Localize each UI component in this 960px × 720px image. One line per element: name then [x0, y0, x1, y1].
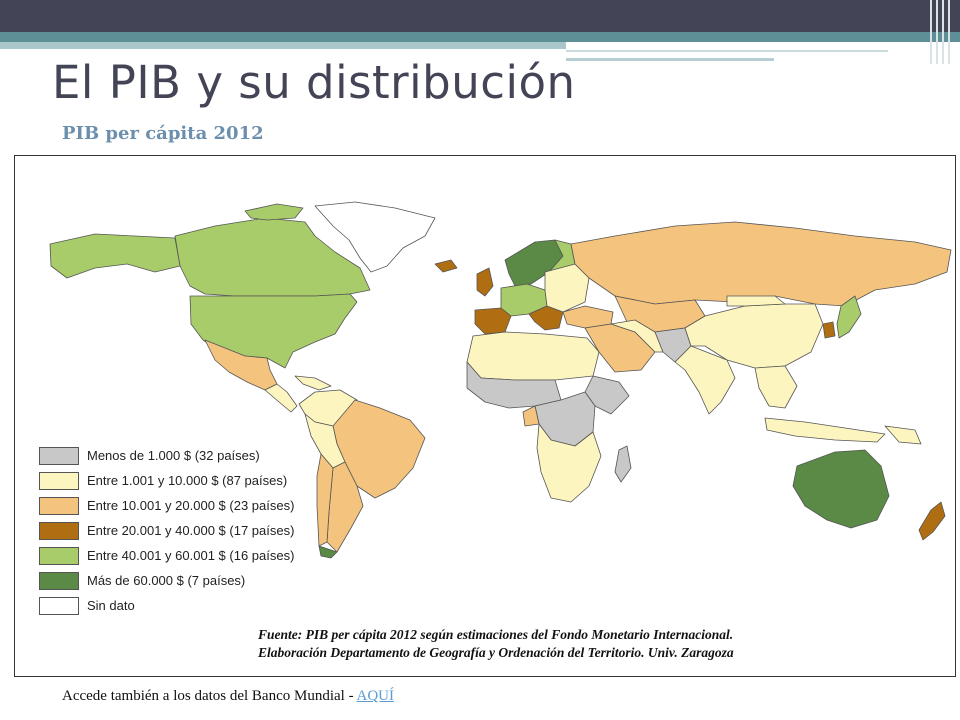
legend-label: Entre 40.001 y 60.001 $ (16 países) [87, 548, 295, 563]
slide-title: El PIB y su distribución [52, 56, 576, 109]
legend-swatch [39, 447, 79, 465]
slide-edge-lines [930, 0, 952, 64]
map-source-note: Fuente: PIB per cápita 2012 según estima… [258, 626, 734, 662]
region-iceland [434, 259, 458, 273]
region-north-africa [466, 331, 600, 381]
region-indonesia [764, 417, 886, 443]
region-southeast-asia [754, 365, 798, 409]
slide-top-bar [0, 0, 960, 32]
slide-accent-line [566, 50, 888, 52]
region-central-america [264, 383, 298, 413]
legend-item: Entre 20.001 y 40.000 $ (17 países) [39, 522, 339, 540]
legend-label: Menos de 1.000 $ (32 países) [87, 448, 260, 463]
world-choropleth-map [49, 201, 952, 559]
region-korea [822, 321, 836, 339]
region-uk [476, 267, 494, 297]
slide-accent-line [566, 58, 774, 61]
legend-label: Entre 10.001 y 20.000 $ (23 países) [87, 498, 295, 513]
world-map-figure: Menos de 1.000 $ (32 países) Entre 1.001… [14, 155, 956, 677]
slide-accent-stripe-light [0, 42, 566, 49]
legend-item: Entre 10.001 y 20.000 $ (23 países) [39, 497, 339, 515]
region-mongolia [726, 295, 786, 307]
source-line: Elaboración Departamento de Geografía y … [258, 645, 734, 660]
region-caribbean [294, 375, 332, 391]
region-greenland [314, 201, 436, 273]
legend-item: Entre 1.001 y 10.000 $ (87 países) [39, 472, 339, 490]
footer-text: Accede también a los datos del Banco Mun… [62, 688, 357, 704]
legend-swatch [39, 572, 79, 590]
legend-item: Entre 40.001 y 60.001 $ (16 países) [39, 547, 339, 565]
region-alaska [49, 233, 181, 279]
region-madagascar [614, 445, 632, 483]
legend-swatch [39, 522, 79, 540]
region-papua [884, 425, 922, 445]
region-india [674, 345, 736, 415]
legend-label: Entre 20.001 y 40.000 $ (17 países) [87, 523, 295, 538]
region-japan [836, 295, 862, 339]
legend-swatch [39, 547, 79, 565]
region-chile [316, 453, 334, 547]
slide-subtitle: PIB per cápita 2012 [62, 123, 264, 144]
legend-label: Más de 60.000 $ (7 países) [87, 573, 246, 588]
legend-item: Menos de 1.000 $ (32 países) [39, 447, 339, 465]
region-arctic-islands [244, 203, 304, 221]
legend-item: Más de 60.000 $ (7 países) [39, 572, 339, 590]
source-line: Fuente: PIB per cápita 2012 según estima… [258, 627, 734, 642]
legend-swatch [39, 497, 79, 515]
region-southern-africa [536, 423, 602, 503]
region-russia [570, 221, 952, 307]
region-tierra-del-fuego [318, 545, 338, 559]
legend-swatch [39, 472, 79, 490]
legend-swatch [39, 597, 79, 615]
legend-label: Entre 1.001 y 10.000 $ (87 países) [87, 473, 288, 488]
legend-label: Sin dato [87, 598, 135, 613]
region-australia [792, 449, 890, 529]
slide-accent-stripe [0, 32, 960, 42]
region-new-zealand [918, 501, 946, 541]
footer-note: Accede también a los datos del Banco Mun… [62, 688, 394, 705]
world-bank-link[interactable]: AQUÍ [356, 688, 395, 704]
legend-item: Sin dato [39, 597, 339, 615]
region-canada [174, 217, 371, 297]
